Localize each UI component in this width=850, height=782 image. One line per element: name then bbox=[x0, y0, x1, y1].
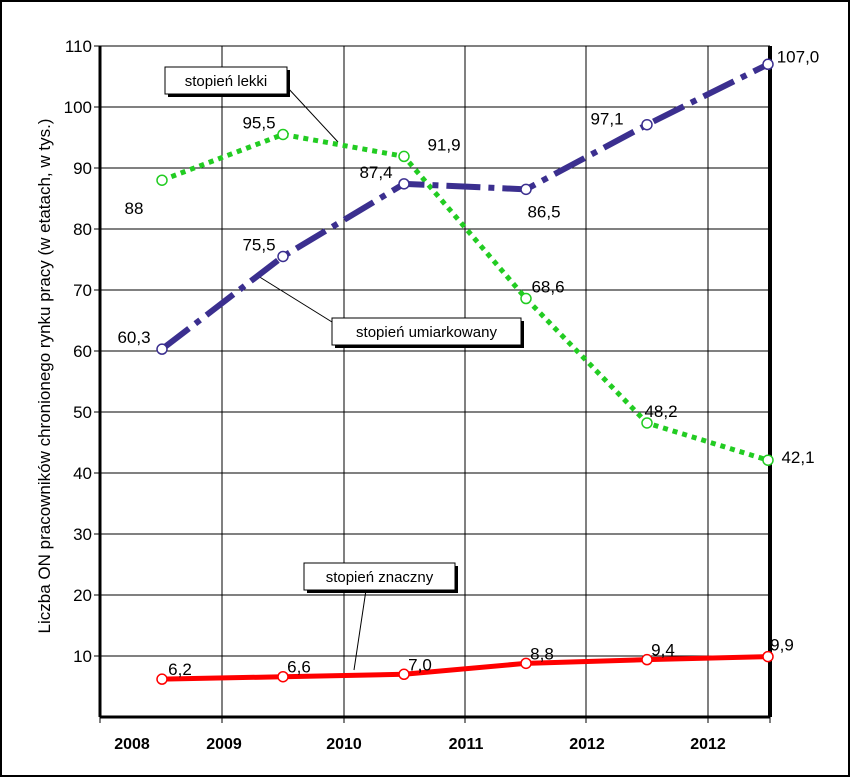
series-line-umiarkowany bbox=[160, 61, 770, 352]
x-tick-label: 2010 bbox=[326, 736, 362, 753]
data-label-znaczny: 6,2 bbox=[168, 660, 192, 679]
data-label-lekki: 88 bbox=[125, 199, 144, 218]
data-point-znaczny bbox=[156, 673, 168, 685]
data-point-lekki bbox=[520, 292, 532, 305]
data-label-znaczny: 8,8 bbox=[530, 644, 554, 663]
data-label-umiarkowany: 107,0 bbox=[777, 47, 820, 66]
x-tick-label: 2011 bbox=[449, 736, 484, 753]
data-point-lekki bbox=[762, 454, 774, 466]
gridlines bbox=[100, 45, 770, 717]
series-line-znaczny bbox=[159, 654, 771, 682]
callout-box bbox=[303, 562, 456, 591]
series-lines bbox=[156, 58, 774, 685]
data-label-lekki: 68,6 bbox=[531, 278, 564, 297]
x-tick-label: 2008 bbox=[114, 736, 150, 753]
data-point-umiarkowany bbox=[520, 183, 532, 196]
callout-leader bbox=[353, 589, 367, 671]
data-point-umiarkowany bbox=[641, 118, 653, 131]
data-label-znaczny: 7,0 bbox=[408, 655, 432, 674]
axes: 10 20 30 40 50 60 70 80 90 100 110 2008 2009 2010 2011… bbox=[64, 37, 772, 753]
y-tick-label: 80 bbox=[73, 220, 92, 239]
data-point-znaczny bbox=[277, 670, 289, 683]
data-label-lekki: 42,1 bbox=[781, 448, 814, 467]
data-point-lekki bbox=[641, 417, 653, 429]
data-point-umiarkowany bbox=[398, 178, 410, 190]
y-tick-label: 60 bbox=[73, 342, 92, 361]
x-tick-label: 2012 bbox=[569, 736, 605, 753]
callout-box bbox=[331, 317, 522, 346]
y-tick-label: 110 bbox=[65, 37, 92, 56]
y-tick-label: 40 bbox=[73, 464, 92, 483]
y-tick-label: 50 bbox=[73, 403, 92, 422]
data-label-umiarkowany: 60,3 bbox=[117, 328, 150, 347]
data-point-znaczny bbox=[520, 657, 532, 670]
data-point-znaczny bbox=[762, 650, 774, 663]
y-tick-label: 10 bbox=[73, 647, 92, 666]
data-point-umiarkowany bbox=[156, 343, 168, 355]
series-name-znaczny: stopień znaczny bbox=[326, 569, 434, 586]
data-point-lekki bbox=[277, 128, 289, 141]
data-label-umiarkowany: 97,1 bbox=[590, 110, 623, 129]
y-axis-label: Liczba ON pracowników chronionego rynku … bbox=[35, 119, 54, 634]
data-label-umiarkowany: 86,5 bbox=[527, 202, 560, 221]
data-label-umiarkowany: 75,5 bbox=[242, 235, 275, 254]
data-point-umiarkowany bbox=[762, 58, 774, 71]
data-point-znaczny bbox=[398, 668, 410, 681]
y-tick-label: 90 bbox=[73, 159, 92, 178]
series-name-lekki: stopień lekki bbox=[185, 73, 268, 90]
x-tick-label: 2009 bbox=[206, 736, 242, 753]
y-tick-label: 70 bbox=[73, 281, 92, 300]
data-labels: 88 95,5 91,9 68,6 48,2 42,1 60,3 75,5 87,4 86,5 97… bbox=[117, 47, 819, 679]
data-point-umiarkowany bbox=[277, 250, 289, 263]
data-label-lekki: 48,2 bbox=[644, 402, 677, 421]
y-tick-label: 30 bbox=[73, 525, 92, 544]
series-name-umiarkowany: stopień umiarkowany bbox=[356, 324, 497, 341]
data-point-lekki bbox=[156, 174, 168, 186]
series-callouts: stopień lekki stopień umiarkowany stopień … bbox=[164, 66, 524, 671]
y-tick-label: 100 bbox=[64, 98, 92, 117]
x-tick-label: 2012 bbox=[690, 736, 726, 753]
data-label-znaczny: 9,9 bbox=[770, 636, 794, 655]
data-label-znaczny: 6,6 bbox=[287, 658, 311, 677]
data-label-lekki: 95,5 bbox=[242, 113, 275, 132]
callout-box bbox=[164, 66, 288, 95]
data-label-znaczny: 9,4 bbox=[651, 641, 675, 660]
series-line-lekki bbox=[161, 131, 769, 463]
y-tick-label: 20 bbox=[73, 586, 92, 605]
data-label-lekki: 91,9 bbox=[427, 135, 460, 154]
callout-leader bbox=[286, 86, 339, 143]
data-point-lekki bbox=[398, 150, 410, 163]
callout-leader bbox=[257, 275, 333, 323]
data-label-umiarkowany: 87,4 bbox=[359, 163, 392, 182]
data-point-znaczny bbox=[641, 653, 653, 666]
